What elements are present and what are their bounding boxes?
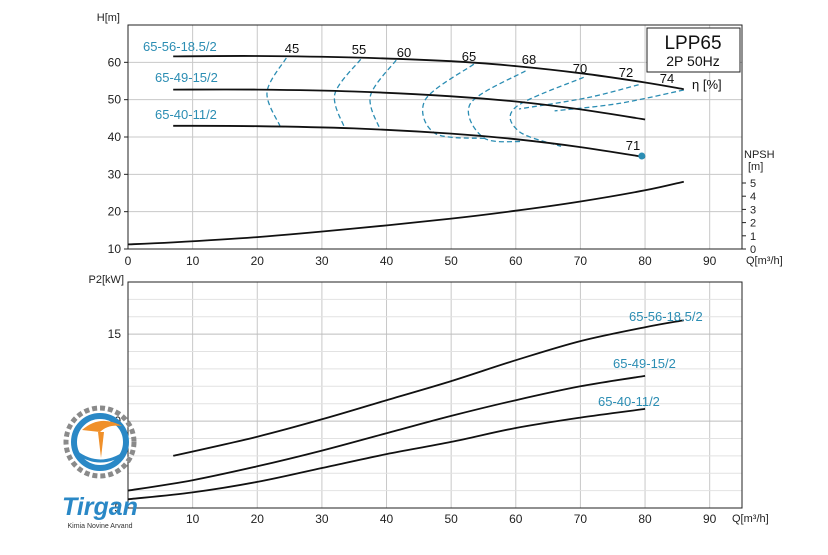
x-tick-label: 70 (574, 512, 588, 526)
y-axis-title: H[m] (97, 12, 120, 24)
x-tick-label: 20 (251, 254, 265, 268)
y-tick-label: 5 (114, 501, 121, 515)
npsh-tick-label: 4 (750, 191, 756, 203)
efficiency-curve-72 (518, 84, 639, 110)
head-curve-1 (173, 88, 646, 121)
x-tick-label: 0 (125, 254, 132, 268)
x-tick-label: 50 (444, 254, 458, 268)
head-plot-frame (127, 24, 743, 250)
x-tick-label: 20 (251, 512, 265, 526)
npsh-tick-label: 3 (750, 204, 756, 216)
x-tick-label: 60 (509, 512, 523, 526)
power-chart: 10 20 30 40 50 60 70 80 9051015P2[kW]Q[m³/h]65-5… (89, 274, 769, 526)
npsh-tick-label: 0 (750, 244, 756, 256)
y-tick-label: 40 (108, 130, 122, 144)
efficiency-label-60: 60 (397, 45, 411, 60)
y-tick-label: 20 (108, 205, 122, 219)
efficiency-label-72: 72 (619, 65, 633, 80)
power-curve-2 (127, 408, 646, 501)
x-tick-label: 10 (186, 254, 200, 268)
npsh-tick-label: 5 (750, 178, 756, 190)
bep-marker (638, 152, 646, 160)
x-tick-label: 10 (186, 512, 200, 526)
x-tick-label: 50 (444, 512, 458, 526)
model-subtitle: 2P 50Hz (666, 53, 719, 69)
x-tick-label: 40 (380, 512, 394, 526)
logo-wordmark: Tirgan (62, 493, 138, 521)
power-curve-label-1: 65-49-15/2 (613, 356, 676, 371)
y-tick-label: 15 (108, 327, 122, 341)
head-curve-0 (173, 55, 684, 91)
npsh-axis-title: NPSH (744, 149, 775, 161)
x-axis-title: Q[m³/h] (746, 255, 783, 267)
y-tick-label: 60 (108, 55, 122, 69)
model-title-box: LPP65 2P 50Hz (646, 27, 741, 73)
head-curve-2 (173, 124, 646, 159)
x-tick-label: 80 (638, 254, 652, 268)
power-curve-1 (127, 375, 646, 492)
y-tick-label: 30 (108, 167, 122, 181)
x-axis-title: Q[m³/h] (732, 513, 769, 525)
head-curve-label-0: 65-56-18.5/2 (143, 39, 217, 54)
x-tick-label: 60 (509, 254, 523, 268)
y-tick-label: 50 (108, 93, 122, 107)
x-tick-label: 70 (574, 254, 588, 268)
head-curve-label-2: 65-40-11/2 (155, 107, 217, 122)
npsh-axis-unit: [m] (748, 161, 763, 173)
efficiency-curve-60 (369, 59, 397, 130)
head-chart: 0 10 20 30 40 50 60 70 80 90102030405060H[m]Q[m³/… (97, 12, 783, 268)
head-curve-label-1: 65-49-15/2 (155, 70, 218, 85)
title-box-frame (646, 27, 741, 73)
tirgan-logo: Tirgan Kimia Novine Arvand (62, 405, 138, 530)
x-tick-label: 30 (315, 512, 329, 526)
efficiency-curve-70 (509, 76, 584, 147)
power-curve-0 (173, 319, 684, 457)
power-plot-frame (127, 281, 743, 509)
x-tick-label: 90 (703, 512, 717, 526)
efficiency-label-65: 65 (462, 49, 476, 64)
efficiency-curve-68 (467, 70, 526, 143)
power-curve-label-2: 65-40-11/2 (598, 394, 660, 409)
efficiency-label-55: 55 (352, 42, 366, 57)
x-tick-label: 90 (703, 254, 717, 268)
model-title: LPP65 (664, 33, 721, 54)
efficiency-curve-55 (333, 58, 362, 128)
y-axis-title: P2[kW] (89, 274, 124, 286)
efficiency-label-70: 70 (573, 61, 587, 76)
power-curve-label-0: 65-56-18.5/2 (629, 309, 703, 324)
npsh-tick-label: 1 (750, 231, 756, 243)
efficiency-label-71: 71 (626, 138, 640, 153)
x-tick-label: 40 (380, 254, 394, 268)
efficiency-unit-label: η [%] (692, 77, 722, 92)
efficiency-label-45: 45 (285, 41, 299, 56)
npsh-tick-label: 2 (750, 218, 756, 230)
efficiency-curve-45 (266, 57, 287, 127)
logo-emblem-icon (63, 405, 137, 479)
npsh-curve (127, 180, 684, 246)
x-tick-label: 30 (315, 254, 329, 268)
efficiency-curve-74 (554, 89, 684, 112)
y-tick-label: 10 (108, 242, 122, 256)
x-tick-label: 80 (638, 512, 652, 526)
efficiency-curve-65 (421, 63, 487, 140)
efficiency-label-74: 74 (660, 71, 674, 86)
efficiency-label-68: 68 (522, 52, 536, 67)
logo-tagline: Kimia Novine Arvand (68, 523, 133, 530)
